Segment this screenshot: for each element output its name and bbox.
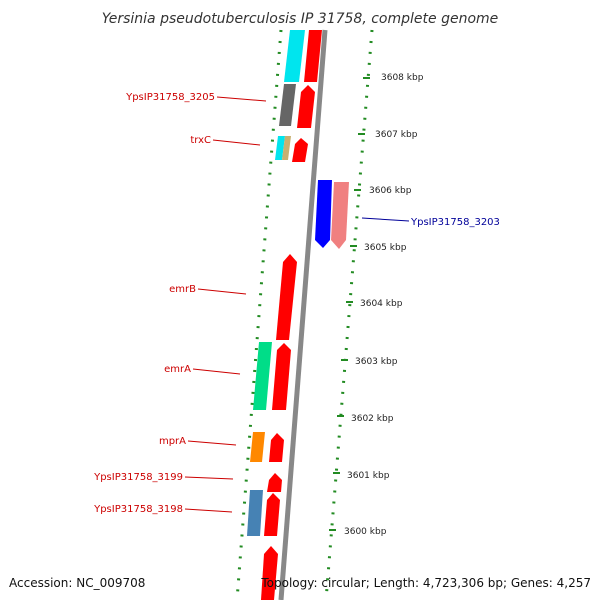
gene-label[interactable]: YpsIP31758_3199: [93, 472, 183, 483]
reverse-strand-features: [315, 180, 349, 249]
cds-cyan-feature[interactable]: [284, 30, 305, 82]
leader-line: [192, 368, 241, 375]
tick-label: 3604 kbp: [360, 299, 403, 309]
gene-ypsip31758-3199-feature[interactable]: [267, 473, 282, 492]
gene-ypsip31758-3205-gray-feature[interactable]: [279, 84, 296, 126]
tick-label: 3608 kbp: [381, 73, 424, 83]
tick-labels: 3608 kbp 3607 kbp 3606 kbp 3605 kbp 3604…: [344, 73, 424, 537]
gene-trxc-tan-feature[interactable]: [282, 136, 291, 160]
gene-trxc-cyan-feature[interactable]: [275, 136, 285, 160]
leader-line: [212, 139, 261, 146]
tick-label: 3605 kbp: [364, 243, 407, 253]
gene-ypsip31758-3198-feature[interactable]: [264, 493, 280, 536]
gene-emra-feature[interactable]: [272, 343, 291, 410]
leader-line: [187, 440, 237, 446]
gc-dotted-line-right: [324, 29, 374, 600]
gene-ypsip31758-3203-feature[interactable]: [331, 182, 349, 249]
accession-text: Accession: NC_009708: [9, 576, 145, 590]
tick-label: 3601 kbp: [347, 471, 390, 481]
gene-trxc-feature[interactable]: [292, 138, 308, 162]
gene-label[interactable]: emrB: [169, 284, 196, 295]
tick-label: 3603 kbp: [355, 357, 398, 367]
gene-label[interactable]: mprA: [159, 436, 186, 447]
tick-marks: [329, 77, 370, 531]
gene-labels: YpsIP31758_3205 trxC YpsIP31758_3203 emr…: [93, 92, 500, 515]
tick-label: 3607 kbp: [375, 130, 418, 140]
tick-label: 3602 kbp: [351, 414, 394, 424]
gene-label[interactable]: YpsIP31758_3203: [410, 217, 500, 228]
gene-mpra-feature[interactable]: [269, 433, 284, 462]
leader-line: [361, 217, 410, 222]
tick-label: 3600 kbp: [344, 527, 387, 537]
cds-forward-feature[interactable]: [304, 30, 322, 82]
gene-ypsip31758-3205-feature[interactable]: [297, 85, 315, 128]
tick-label: 3606 kbp: [369, 186, 412, 196]
topology-text: Topology: circular; Length: 4,723,306 bp…: [260, 576, 591, 590]
gene-emrb-feature[interactable]: [276, 254, 297, 340]
gene-emra-teal-feature[interactable]: [253, 342, 272, 410]
gene-label[interactable]: emrA: [164, 364, 191, 375]
gene-label[interactable]: YpsIP31758_3205: [125, 92, 215, 103]
label-leader-lines: [184, 96, 410, 513]
forward-strand-features: [247, 30, 322, 600]
gene-mpra-orange-feature[interactable]: [250, 432, 265, 462]
leader-line: [197, 288, 247, 295]
gene-label[interactable]: YpsIP31758_3198: [93, 504, 183, 515]
leader-line: [216, 96, 267, 102]
leader-line: [184, 508, 233, 513]
gene-ypsip31758-3203-blue-feature[interactable]: [315, 180, 332, 248]
genome-backbone: [278, 29, 328, 600]
map-title: Yersinia pseudotuberculosis IP 31758, co…: [102, 11, 499, 27]
gene-label[interactable]: trxC: [190, 135, 211, 146]
gene-ypsip31758-3198-steelblue-feature[interactable]: [247, 490, 263, 536]
leader-line: [184, 476, 234, 480]
cds-forward-feature[interactable]: [261, 546, 278, 600]
